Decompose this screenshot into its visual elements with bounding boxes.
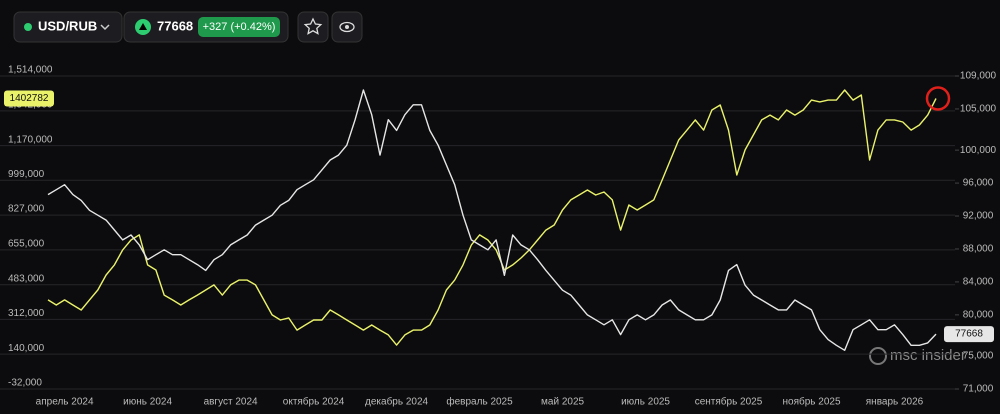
y2-tick-label: 109,000 (960, 71, 997, 82)
y-tick-label: 1,170,000 (8, 134, 53, 145)
y2-tick-label: 75,000 (963, 351, 994, 362)
eye-icon (339, 21, 355, 33)
x-tick-label: июнь 2024 (123, 397, 172, 408)
y2-tick-label: 105,000 (960, 104, 997, 115)
symbol-button[interactable] (13, 11, 123, 43)
y-tick-label: 827,000 (8, 204, 45, 215)
watermark: msc insider (890, 347, 966, 364)
y2-tick-label: 92,000 (963, 211, 994, 222)
x-tick-label: сентябрь 2025 (695, 396, 763, 408)
y2-tick-label: 71,000 (963, 384, 994, 395)
favorite-button[interactable] (297, 11, 329, 43)
x-tick-label: ноябрь 2025 (782, 396, 840, 408)
y2-tick-label: 88,000 (963, 244, 994, 255)
x-tick-label: август 2024 (204, 397, 258, 408)
price: 77668 (157, 18, 193, 33)
x-tick-label: июль 2025 (621, 397, 670, 408)
y-tick-label: 140,000 (8, 343, 45, 354)
chevron (100, 24, 110, 31)
change-badge (198, 17, 280, 37)
y-tick-label: 312,000 (8, 308, 45, 319)
watermark-logo (869, 347, 887, 365)
x-tick-label: апрель 2024 (36, 397, 94, 408)
change: +327 (+0.42%) (203, 21, 276, 33)
series-line (47, 89, 937, 351)
y2-tick-label: 80,000 (963, 310, 994, 321)
x-tick-label: октябрь 2024 (283, 396, 345, 408)
y-tick-label: 483,000 (8, 273, 45, 284)
x-tick-label: май 2025 (541, 397, 584, 408)
last-value-badge (944, 326, 994, 343)
y2-tick-label: 96,000 (963, 178, 994, 189)
last-value-label: 77668 (955, 329, 983, 340)
y-tick-label: 999,000 (8, 169, 45, 180)
highlight-ring (925, 86, 951, 111)
y2-tick-label: 84,000 (963, 277, 994, 288)
y-tick-label: 655,000 (8, 239, 45, 250)
y-tick-label: -32,000 (8, 378, 42, 389)
x-tick-label: январь 2026 (866, 397, 924, 408)
last-value-label: 1402782 (10, 93, 49, 104)
eye-pupil (345, 25, 349, 29)
x-tick-label: февраль 2025 (446, 396, 513, 408)
y2-tick-label: 100,000 (960, 145, 997, 156)
up-arrow (139, 23, 147, 30)
symbol: USD/RUB (38, 18, 97, 33)
status-dot (24, 23, 32, 31)
last-value-badge (4, 90, 54, 107)
star-icon (303, 17, 323, 35)
x-tick-label: декабрь 2024 (365, 396, 429, 408)
y-tick-label: 1,514,000 (8, 65, 53, 76)
